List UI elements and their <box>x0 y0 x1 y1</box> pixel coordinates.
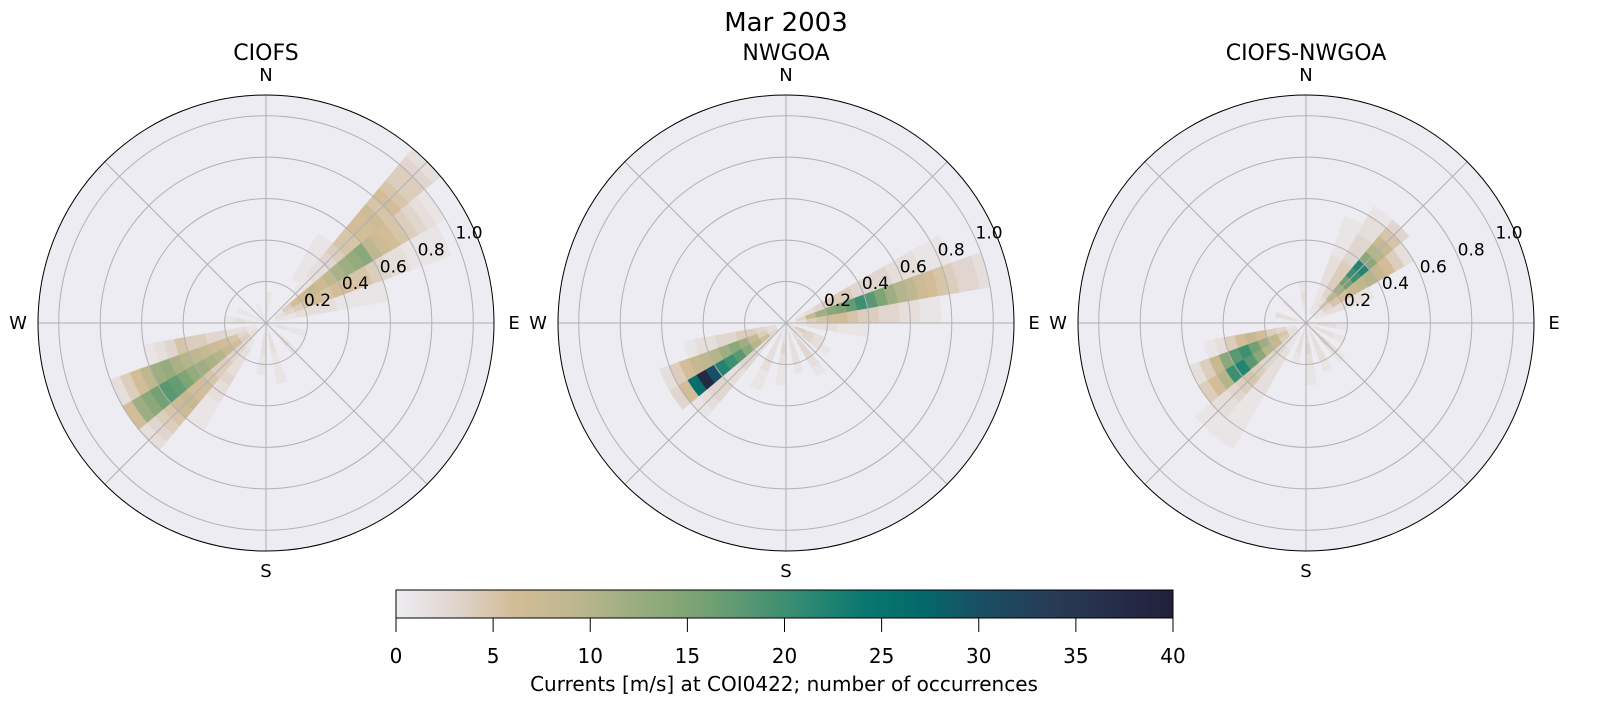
colorbar-tick-label: 0 <box>390 644 403 668</box>
histogram-cell <box>877 304 890 324</box>
histogram-cell <box>857 308 870 324</box>
direction-label-e: E <box>508 313 519 334</box>
radial-tick-label: 0.8 <box>938 240 965 260</box>
histogram-cell <box>811 362 827 378</box>
polar-panels: 0.2 0.4 0.6 0.8 1.0 N E S W CIOFS 0.2 0.4 0.6 0.8 1.0 N… <box>9 41 1560 582</box>
polar-frame <box>37 94 495 552</box>
panel-title: CIOFS <box>233 41 298 66</box>
angular-gridline <box>265 161 428 324</box>
polar-frame <box>557 94 1015 552</box>
radial-tick-label: 0.4 <box>342 274 369 294</box>
angular-gridline <box>104 161 267 324</box>
radial-tick-label: 0.2 <box>304 291 331 311</box>
angular-gridline <box>1144 322 1307 485</box>
colorbar-tick-label: 40 <box>1160 644 1185 668</box>
radial-tick-label: 0.2 <box>1344 291 1371 311</box>
histogram-cell <box>826 313 839 324</box>
histogram-cell <box>847 310 859 324</box>
colorbar-tick-label: 5 <box>487 644 500 668</box>
histogram-cell <box>836 322 849 335</box>
colorbar: 0 5 10 15 20 25 30 35 40 Currents [m/s] at COI04… <box>390 589 1186 696</box>
direction-label-s: S <box>1300 561 1311 582</box>
radial-tick-label: 1.0 <box>1496 224 1523 244</box>
histogram-cell <box>1275 312 1287 320</box>
histogram-cell <box>1203 338 1219 359</box>
angular-gridline <box>624 322 787 485</box>
radial-tick-label: 0.8 <box>418 240 445 260</box>
colorbar-tick-label: 35 <box>1063 644 1088 668</box>
histogram-cell <box>236 307 249 317</box>
angular-gridline <box>1305 161 1468 324</box>
angular-gridline <box>265 322 428 485</box>
colorbar-tick-label: 15 <box>675 644 700 668</box>
histogram-cell <box>1305 363 1316 376</box>
direction-label-w: W <box>1049 313 1067 334</box>
histogram-cell <box>683 338 699 359</box>
histogram-cell <box>255 303 263 315</box>
radial-tick-label: 0.2 <box>824 291 851 311</box>
polar-panel-nwgoa: 0.2 0.4 0.6 0.8 1.0 N E S W NWGOA <box>529 41 1040 582</box>
histogram-cell <box>918 297 932 324</box>
angular-gridline <box>104 322 267 485</box>
histogram-cell <box>826 322 839 333</box>
direction-label-e: E <box>1028 313 1039 334</box>
radial-tick-label: 0.4 <box>862 274 889 294</box>
direction-label-n: N <box>1299 65 1312 86</box>
colorbar-label: Currents [m/s] at COI0422; number of occ… <box>530 672 1038 696</box>
angular-gridline <box>1144 161 1307 324</box>
direction-label-n: N <box>779 65 792 86</box>
colorbar-tick-label: 10 <box>578 644 603 668</box>
figure-title: Mar 2003 <box>724 8 848 38</box>
histogram-cell <box>836 311 849 324</box>
colorbar-tick-label: 25 <box>869 644 894 668</box>
radial-tick-label: 1.0 <box>456 224 483 244</box>
radial-tick-label: 0.6 <box>900 257 927 277</box>
colorbar-gradient <box>395 589 1174 619</box>
histogram-cell <box>256 363 267 376</box>
direction-label-s: S <box>780 561 791 582</box>
panel-title: CIOFS-NWGOA <box>1226 41 1387 66</box>
histogram-cell <box>857 322 870 338</box>
histogram-cell <box>887 302 901 324</box>
radial-tick-label: 0.6 <box>380 257 407 277</box>
polar-panel-ciofs-nwgoa: 0.2 0.4 0.6 0.8 1.0 N E S W CIOFS-NWGOA <box>1049 41 1560 582</box>
histogram-cell <box>1359 286 1375 302</box>
radial-tick-label: 0.4 <box>1382 274 1409 294</box>
direction-label-w: W <box>9 313 27 334</box>
histogram-cell <box>427 224 452 260</box>
direction-label-n: N <box>259 65 272 86</box>
colorbar-tick-label: 20 <box>772 644 797 668</box>
radial-tick-label: 1.0 <box>976 224 1003 244</box>
radial-tick-label: 0.6 <box>1420 257 1447 277</box>
histogram-cell <box>867 306 880 324</box>
direction-label-w: W <box>529 313 547 334</box>
angular-gridline <box>785 322 948 485</box>
angular-gridline <box>624 161 787 324</box>
panel-title: NWGOA <box>742 41 829 66</box>
direction-label-s: S <box>260 561 271 582</box>
angular-gridline <box>785 161 948 324</box>
histogram-cell <box>274 371 288 385</box>
colorbar-tick-label: 30 <box>966 644 991 668</box>
histogram-cell <box>776 363 787 376</box>
histogram-cell <box>1305 373 1318 386</box>
polar-panel-ciofs: 0.2 0.4 0.6 0.8 1.0 N E S W CIOFS <box>9 41 520 582</box>
angular-gridline <box>1305 322 1468 485</box>
histogram-cell <box>847 322 859 336</box>
radial-tick-label: 0.8 <box>1458 240 1485 260</box>
histogram-cell <box>749 376 765 392</box>
polar-frame <box>1077 94 1535 552</box>
histogram-cell <box>774 373 787 386</box>
direction-label-e: E <box>1548 313 1559 334</box>
